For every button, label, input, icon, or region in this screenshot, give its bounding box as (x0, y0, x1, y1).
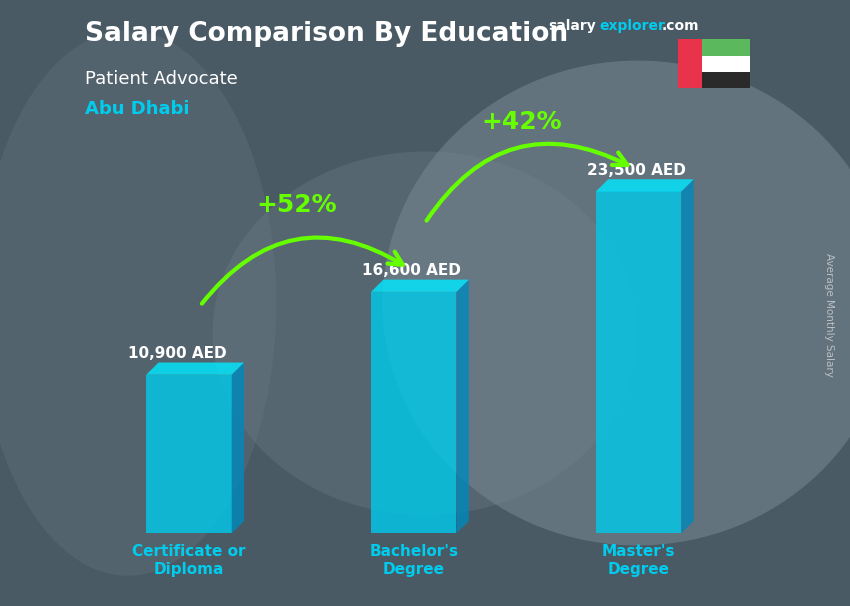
Polygon shape (371, 279, 469, 292)
Text: 23,500 AED: 23,500 AED (586, 162, 686, 178)
Text: Average Monthly Salary: Average Monthly Salary (824, 253, 834, 377)
Ellipse shape (212, 152, 638, 515)
Polygon shape (596, 191, 682, 533)
Polygon shape (232, 362, 244, 533)
Bar (702, 56, 751, 72)
Text: salary: salary (548, 19, 596, 33)
Text: explorer: explorer (599, 19, 666, 33)
Text: Salary Comparison By Education: Salary Comparison By Education (85, 21, 568, 47)
Text: +42%: +42% (481, 110, 562, 134)
Text: 10,900 AED: 10,900 AED (128, 346, 227, 361)
Bar (677, 39, 702, 88)
Polygon shape (146, 362, 244, 375)
Text: Patient Advocate: Patient Advocate (85, 70, 238, 88)
Polygon shape (146, 375, 232, 533)
Polygon shape (371, 292, 456, 533)
Text: .com: .com (661, 19, 699, 33)
Bar (702, 39, 751, 56)
Text: 16,600 AED: 16,600 AED (362, 263, 461, 278)
Bar (702, 72, 751, 88)
Polygon shape (456, 279, 469, 533)
Ellipse shape (382, 61, 850, 545)
Polygon shape (596, 179, 694, 191)
Text: +52%: +52% (257, 193, 337, 216)
Text: Abu Dhabi: Abu Dhabi (85, 100, 190, 118)
Ellipse shape (0, 30, 276, 576)
Polygon shape (682, 179, 694, 533)
